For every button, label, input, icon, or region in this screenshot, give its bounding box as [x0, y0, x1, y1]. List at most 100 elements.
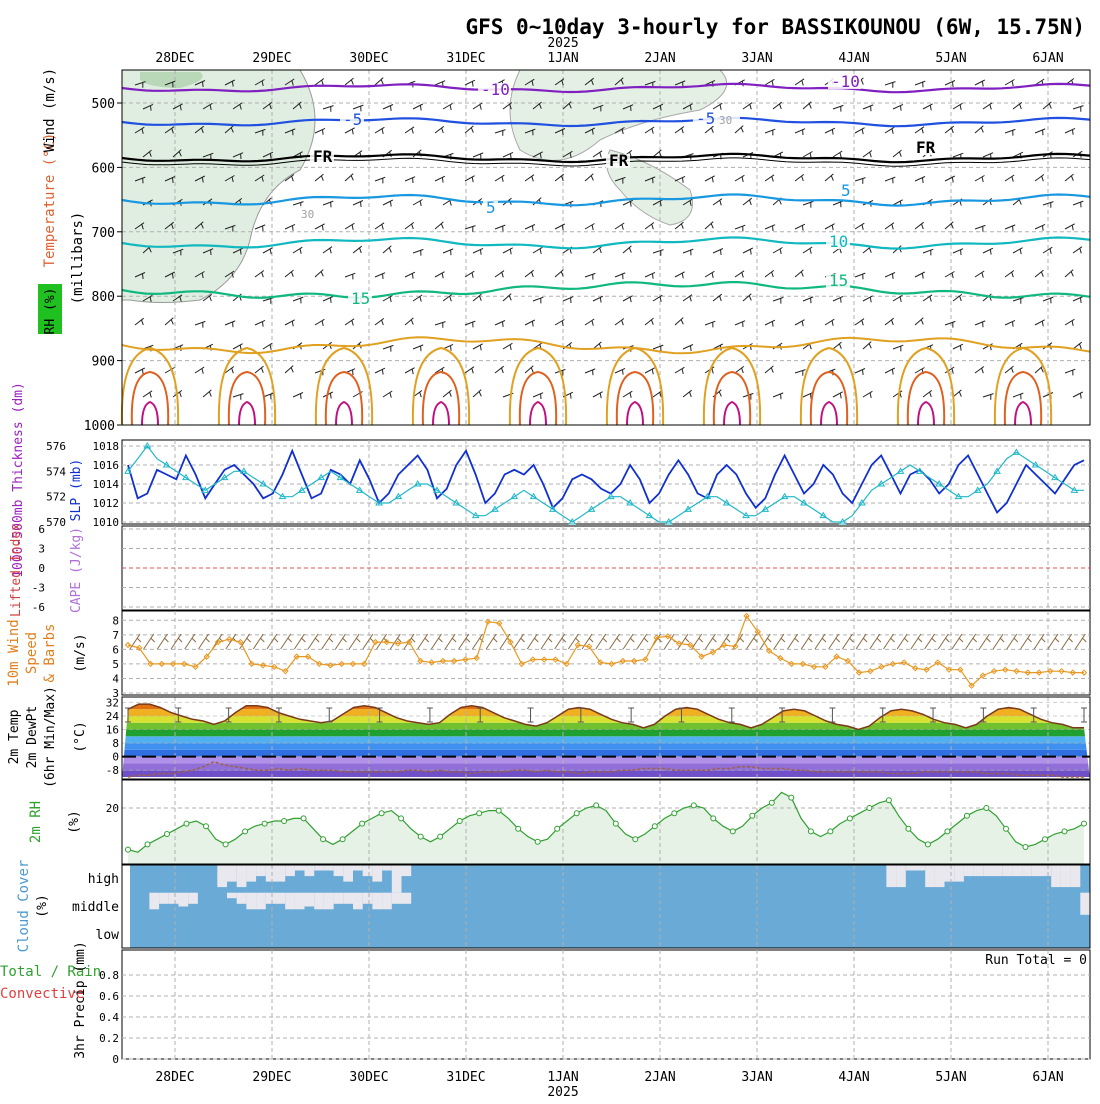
wind-tick-label: 4 — [112, 672, 119, 685]
wind-barb — [742, 247, 754, 255]
surface-wind-barb — [1074, 633, 1087, 650]
wind-barb — [164, 317, 174, 326]
wind-speed-point — [507, 638, 514, 646]
wind-barb — [974, 224, 986, 232]
wind-barb — [584, 368, 596, 376]
contour-label: -5 — [343, 110, 362, 129]
pressure-tick-label: 800 — [92, 290, 115, 305]
wind-barb — [382, 295, 393, 303]
wind-barb — [644, 126, 655, 134]
wind-barb — [494, 224, 506, 232]
wind-barb — [1064, 368, 1076, 376]
wind-barb — [254, 270, 265, 278]
cloud-gap-high — [886, 865, 897, 888]
wind-barb — [674, 126, 685, 134]
contour-plus15 — [121, 281, 1091, 300]
wind-barb — [134, 176, 146, 184]
wind-speed-point — [214, 638, 222, 646]
wind-barb — [644, 317, 654, 326]
wind-barb — [134, 317, 145, 326]
wind-barb — [284, 365, 294, 374]
wind-speed-point — [653, 634, 660, 641]
wind-barb — [892, 149, 902, 158]
cloud-gap-high — [896, 865, 906, 888]
wind-barb — [982, 102, 993, 110]
rh-point — [554, 825, 561, 832]
rh-point — [203, 823, 209, 830]
wind-speed-point — [810, 663, 818, 671]
wind-barb — [412, 103, 424, 111]
wind-barb — [434, 126, 445, 134]
wind-barb — [1064, 223, 1075, 231]
wind-barb — [704, 175, 715, 183]
wind-speed-point — [192, 663, 199, 671]
surface-wind-barb — [978, 633, 991, 650]
wind-barb — [982, 247, 994, 255]
cloud-gap-middle — [246, 892, 257, 910]
contour-plus5 — [121, 193, 1091, 207]
minmax-whisker — [980, 707, 987, 723]
surface-wind-barb — [1006, 633, 1019, 650]
wind-barb — [652, 103, 664, 111]
cloud-gap-middle — [382, 892, 392, 910]
wind-speed-point — [518, 660, 525, 668]
wind-barb — [734, 320, 746, 328]
wind-barb — [224, 79, 236, 87]
surface-wind-barb — [759, 633, 772, 650]
thickness-point — [606, 492, 615, 500]
wind-barb — [194, 366, 205, 374]
surface-wind-barb — [965, 633, 978, 650]
date-label-top: 29DEC — [252, 51, 291, 66]
wind-barb — [622, 245, 632, 254]
wind-speed-point — [147, 660, 154, 668]
wind-barb — [502, 293, 512, 302]
wind-speed-point — [597, 659, 604, 666]
cloud-level-label: high — [88, 872, 119, 887]
temp-band — [122, 709, 1090, 716]
wind-barb — [862, 390, 873, 399]
contour-label-bg — [348, 292, 372, 306]
rh-point — [183, 820, 190, 827]
wind-barb — [832, 391, 843, 399]
wind-barb — [262, 247, 273, 255]
rh-point — [534, 838, 541, 845]
contour-label: -5 — [696, 109, 715, 128]
slp-tick-label: 1012 — [93, 497, 120, 510]
wind-speed-point — [327, 662, 334, 669]
rh-point — [339, 836, 346, 843]
wind-barb — [314, 127, 326, 135]
cloud-gap-high — [246, 865, 257, 882]
wind-barb — [922, 248, 934, 256]
rh-point — [144, 841, 151, 848]
contour-label-bg — [298, 206, 322, 220]
thickness-point — [858, 499, 866, 506]
wind-barb — [194, 320, 206, 328]
wind-barb — [1012, 392, 1024, 400]
wind-barb — [854, 222, 865, 230]
wind-barb — [1072, 296, 1084, 303]
cloud-gap-middle — [372, 892, 383, 910]
cloud-gap-middle — [256, 892, 266, 910]
temperature-side-label: Temperature (°C) — [42, 133, 58, 268]
wind-barb — [772, 296, 784, 304]
wind-barb — [194, 80, 206, 87]
surface-wind-barb — [170, 633, 183, 650]
rh-point — [359, 820, 366, 827]
wind-speed-point — [563, 660, 570, 668]
wind-barb — [194, 271, 205, 279]
wind-barb — [794, 223, 806, 231]
wind-barb — [374, 126, 385, 135]
wind-barb — [412, 344, 424, 352]
wind-barb — [254, 79, 265, 87]
wind-speed-point — [383, 638, 390, 646]
wind-barb — [194, 125, 205, 134]
date-label-bottom: 31DEC — [446, 1070, 485, 1085]
rh-point — [671, 810, 678, 817]
wind-barb — [764, 78, 775, 87]
minmax-whisker — [125, 707, 131, 723]
wind-barb — [352, 104, 364, 112]
wind-speed-point — [360, 660, 368, 668]
wind-barb — [682, 344, 694, 351]
wind-barb — [644, 271, 656, 279]
thickness-point — [1031, 461, 1040, 468]
